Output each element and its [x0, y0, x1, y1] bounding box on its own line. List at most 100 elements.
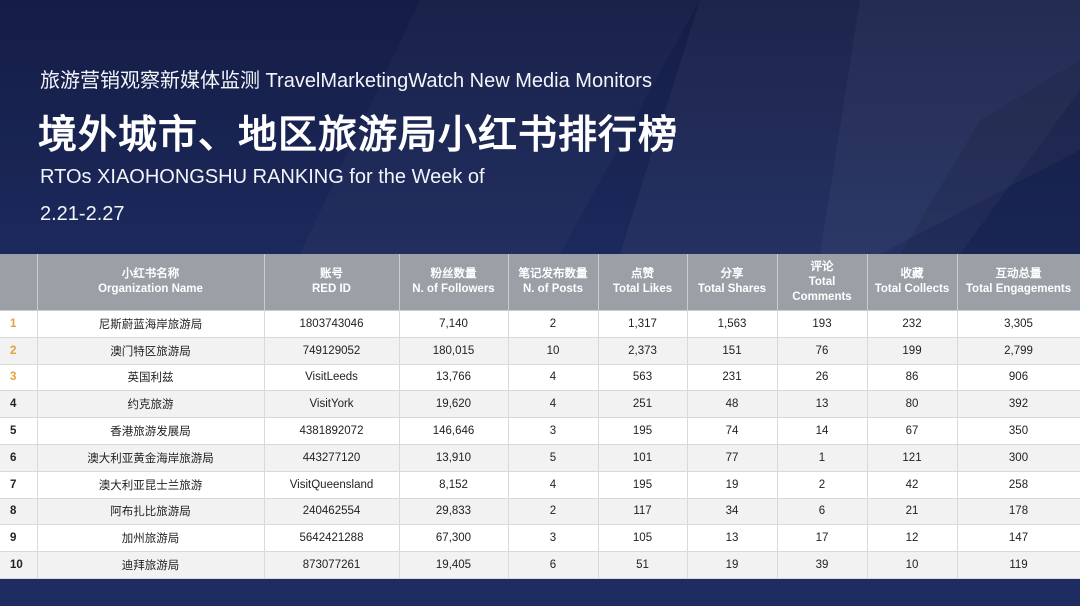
- column-header-org-name: 小红书名称 Organization Name: [37, 254, 265, 311]
- shares-cell: 77: [687, 444, 778, 472]
- collects-cell: 232: [867, 310, 958, 338]
- collects-cell: 10: [867, 551, 958, 579]
- engagements-cell: 906: [957, 364, 1080, 392]
- red-id-cell: 443277120: [264, 444, 400, 472]
- followers-cell: 7,140: [399, 310, 509, 338]
- org-name-cell: 英国利兹: [37, 364, 265, 392]
- engagements-cell: 178: [957, 498, 1080, 526]
- red-id-cell: 749129052: [264, 337, 400, 365]
- posts-cell: 3: [508, 524, 599, 553]
- shares-cell: 34: [687, 498, 778, 526]
- shares-cell: 231: [687, 364, 778, 392]
- week-range: 2.21-2.27: [40, 203, 125, 225]
- likes-cell: 195: [598, 471, 688, 499]
- shares-cell: 74: [687, 417, 778, 445]
- rank-cell: 5: [0, 417, 38, 445]
- table-row: 5 香港旅游发展局 4381892072 146,646 3 195 74 14…: [0, 417, 1080, 445]
- org-name-cell: 迪拜旅游局: [37, 551, 265, 579]
- shares-cell: 48: [687, 390, 778, 419]
- collects-cell: 86: [867, 364, 958, 392]
- rank-cell: 8: [0, 498, 38, 526]
- org-name-cell: 约克旅游: [37, 390, 265, 419]
- shares-cell: 151: [687, 337, 778, 365]
- red-id-cell: 4381892072: [264, 417, 400, 445]
- table-row: 2 澳门特区旅游局 749129052 180,015 10 2,373 151…: [0, 337, 1080, 365]
- table-row: 8 阿布扎比旅游局 240462554 29,833 2 117 34 6 21…: [0, 498, 1080, 526]
- engagements-cell: 258: [957, 471, 1080, 499]
- followers-cell: 19,620: [399, 390, 509, 419]
- shares-cell: 19: [687, 551, 778, 579]
- collects-cell: 199: [867, 337, 958, 365]
- followers-cell: 67,300: [399, 524, 509, 553]
- likes-cell: 1,317: [598, 310, 688, 338]
- column-header-shares: 分享 Total Shares: [687, 254, 778, 311]
- engagements-cell: 300: [957, 444, 1080, 472]
- org-name-cell: 香港旅游发展局: [37, 417, 265, 445]
- column-header-followers: 粉丝数量 N. of Followers: [399, 254, 509, 311]
- followers-cell: 13,910: [399, 444, 509, 472]
- english-title: RTOs XIAOHONGSHU RANKING for the Week of: [40, 166, 485, 188]
- table-row: 3 英国利兹 VisitLeeds 13,766 4 563 231 26 86…: [0, 364, 1080, 392]
- comments-cell: 193: [777, 310, 868, 338]
- comments-cell: 26: [777, 364, 868, 392]
- engagements-cell: 2,799: [957, 337, 1080, 365]
- rank-cell: 2: [0, 337, 38, 365]
- likes-cell: 105: [598, 524, 688, 553]
- collects-cell: 121: [867, 444, 958, 472]
- footer-band: [0, 588, 1080, 606]
- column-header-rank: [0, 254, 38, 311]
- header-subtitle: 旅游营销观察新媒体监测 TravelMarketingWatch New Med…: [40, 70, 652, 92]
- red-id-cell: VisitLeeds: [264, 364, 400, 392]
- table-header-row: 小红书名称 Organization Name 账号 RED ID 粉丝数量 N. o…: [0, 254, 1080, 311]
- posts-cell: 4: [508, 364, 599, 392]
- collects-cell: 80: [867, 390, 958, 419]
- rank-cell: 3: [0, 364, 38, 392]
- rank-cell: 7: [0, 471, 38, 499]
- followers-cell: 146,646: [399, 417, 509, 445]
- column-header-posts: 笔记发布数量 N. of Posts: [508, 254, 599, 311]
- posts-cell: 4: [508, 471, 599, 499]
- followers-cell: 8,152: [399, 471, 509, 499]
- posts-cell: 5: [508, 444, 599, 472]
- column-header-engagements: 互动总量 Total Engagements: [957, 254, 1080, 311]
- shares-cell: 13: [687, 524, 778, 553]
- likes-cell: 117: [598, 498, 688, 526]
- rank-cell: 1: [0, 310, 38, 338]
- comments-cell: 13: [777, 390, 868, 419]
- table-row: 10 迪拜旅游局 873077261 19,405 6 51 19 39 10 …: [0, 551, 1080, 579]
- posts-cell: 4: [508, 390, 599, 419]
- likes-cell: 51: [598, 551, 688, 579]
- rank-cell: 4: [0, 390, 38, 419]
- table-row: 4 约克旅游 VisitYork 19,620 4 251 48 13 80 3…: [0, 390, 1080, 419]
- comments-cell: 1: [777, 444, 868, 472]
- collects-cell: 12: [867, 524, 958, 553]
- org-name-cell: 尼斯蔚蓝海岸旅游局: [37, 310, 265, 338]
- column-header-red-id: 账号 RED ID: [264, 254, 400, 311]
- likes-cell: 563: [598, 364, 688, 392]
- engagements-cell: 119: [957, 551, 1080, 579]
- ranking-table: 小红书名称 Organization Name 账号 RED ID 粉丝数量 N. o…: [0, 254, 1080, 579]
- red-id-cell: 5642421288: [264, 524, 400, 553]
- table-row: 7 澳大利亚昆士兰旅游 VisitQueensland 8,152 4 195 …: [0, 471, 1080, 499]
- rank-cell: 9: [0, 524, 38, 553]
- engagements-cell: 147: [957, 524, 1080, 553]
- collects-cell: 67: [867, 417, 958, 445]
- org-name-cell: 澳大利亚昆士兰旅游: [37, 471, 265, 499]
- column-header-likes: 点赞 Total Likes: [598, 254, 688, 311]
- table-row: 1 尼斯蔚蓝海岸旅游局 1803743046 7,140 2 1,317 1,5…: [0, 310, 1080, 338]
- comments-cell: 14: [777, 417, 868, 445]
- posts-cell: 2: [508, 498, 599, 526]
- followers-cell: 180,015: [399, 337, 509, 365]
- comments-cell: 2: [777, 471, 868, 499]
- collects-cell: 42: [867, 471, 958, 499]
- engagements-cell: 392: [957, 390, 1080, 419]
- posts-cell: 6: [508, 551, 599, 579]
- org-name-cell: 阿布扎比旅游局: [37, 498, 265, 526]
- table-row: 9 加州旅游局 5642421288 67,300 3 105 13 17 12…: [0, 524, 1080, 553]
- shares-cell: 19: [687, 471, 778, 499]
- likes-cell: 2,373: [598, 337, 688, 365]
- engagements-cell: 3,305: [957, 310, 1080, 338]
- red-id-cell: 240462554: [264, 498, 400, 526]
- comments-cell: 17: [777, 524, 868, 553]
- page-title: 境外城市、地区旅游局小红书排行榜: [38, 114, 679, 157]
